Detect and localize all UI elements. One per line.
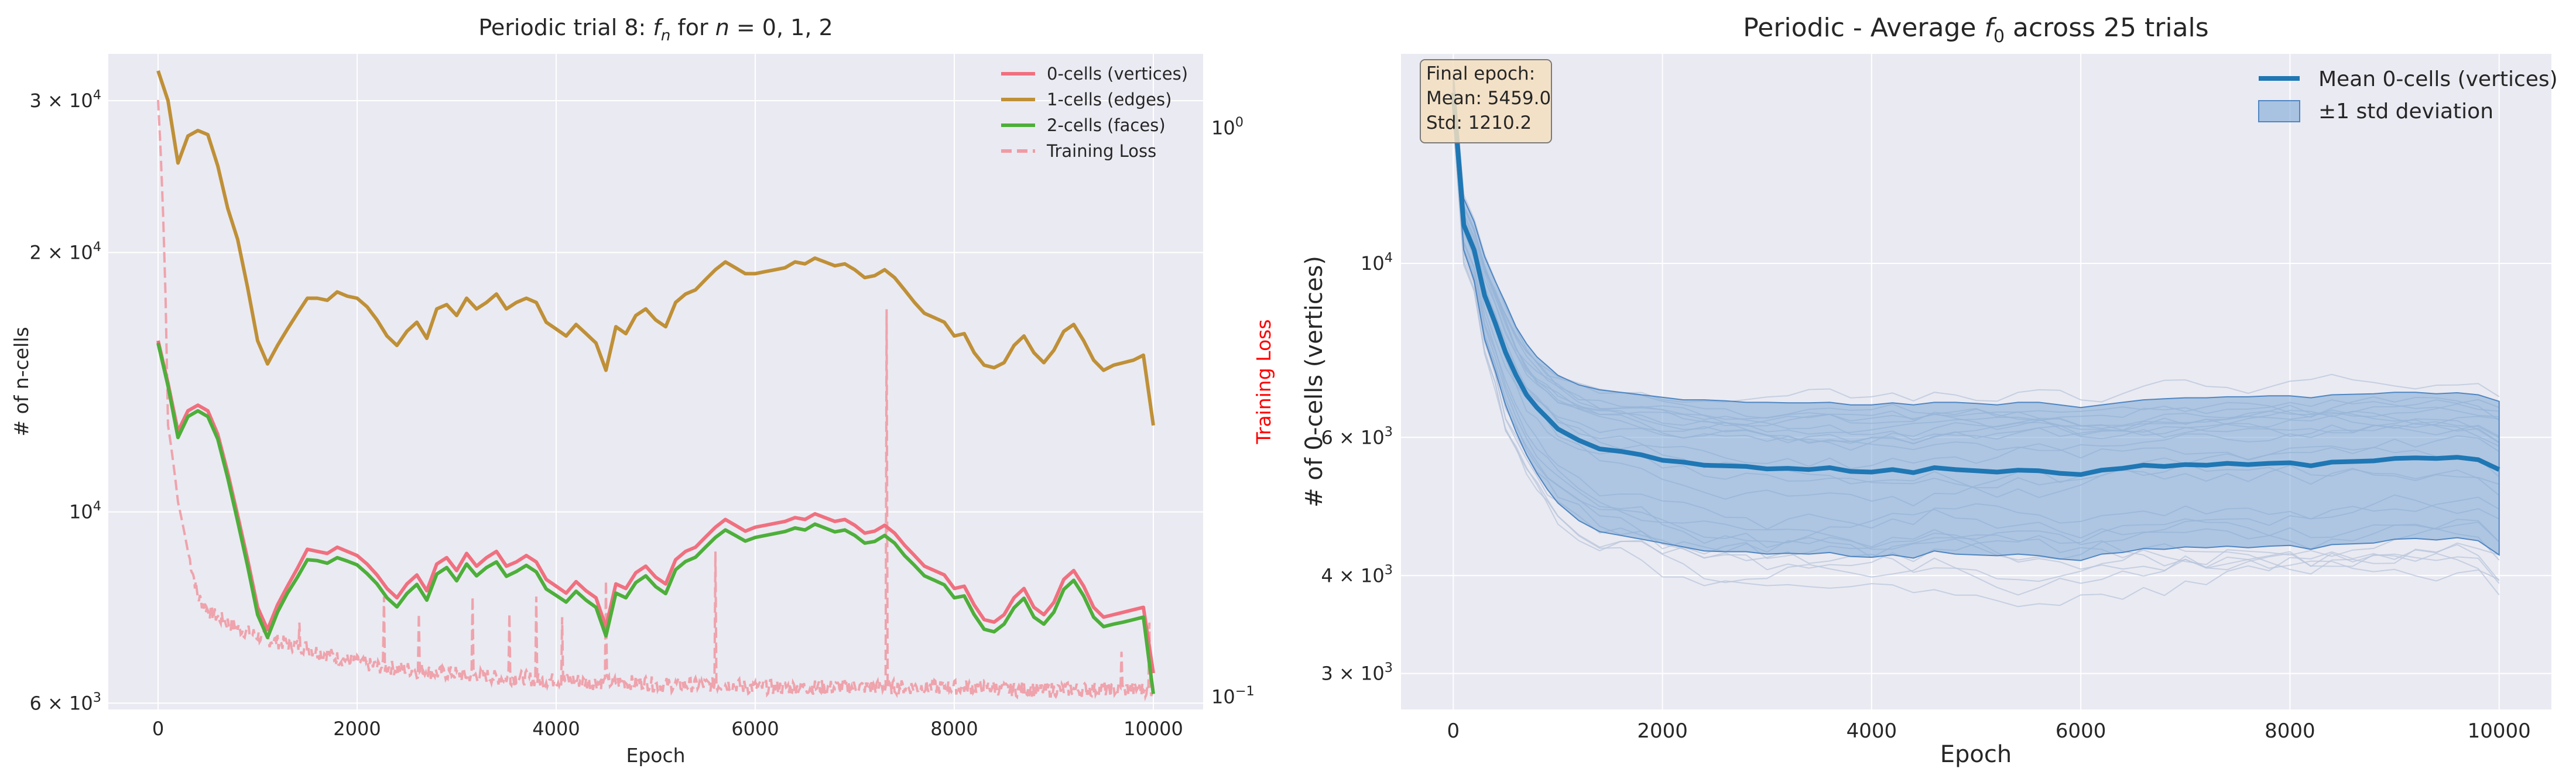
series-mean-vertices bbox=[1451, 92, 2500, 477]
average-y-tick-label: 104 bbox=[1361, 251, 1393, 275]
trial-y-tick-label: 2 × 104 bbox=[30, 239, 101, 263]
series-training-loss bbox=[157, 100, 1155, 702]
average-x-tick-label: 2000 bbox=[1637, 719, 1688, 743]
trial-x-tick-label: 8000 bbox=[930, 718, 978, 740]
average-y-tick-label: 6 × 103 bbox=[1321, 424, 1393, 448]
annotation-box bbox=[1420, 59, 1552, 143]
average-chart: 0 2000 4000 6000 8000 10000 3 × 103 4 × 103 6 ×… bbox=[1301, 13, 2558, 768]
average-plot-area bbox=[1401, 54, 2551, 709]
trial-x-tick-label: 2000 bbox=[333, 718, 381, 740]
series-faces bbox=[156, 342, 1155, 694]
legend-label-vertices: 0-cells (vertices) bbox=[1047, 64, 1188, 84]
trial-x-tick-label: 0 bbox=[152, 718, 164, 740]
trial-chart-title: Periodic trial 8: fn for n = 0, 1, 2 bbox=[478, 15, 833, 44]
average-chart-title: Periodic - Average f0 across 25 trials bbox=[1743, 13, 2208, 47]
average-x-tick-label: 8000 bbox=[2265, 719, 2315, 743]
legend-label-edges: 1-cells (edges) bbox=[1047, 90, 1171, 109]
trial-y-tick-label: 6 × 103 bbox=[30, 690, 101, 714]
average-x-tick-label: 6000 bbox=[2056, 719, 2106, 743]
legend-label-faces: 2-cells (faces) bbox=[1047, 115, 1166, 135]
trial-y-tick-label: 3 × 104 bbox=[30, 88, 101, 112]
trial-right-tick-label: 10−1 bbox=[1211, 684, 1255, 708]
trial-legend: 0-cells (vertices) 1-cells (edges) 2-cel… bbox=[1001, 64, 1188, 161]
trial-right-axis-label: Training Loss bbox=[1252, 319, 1275, 444]
final-epoch-annotation: Final epoch: Mean: 5459.0 Std: 1210.2 bbox=[1420, 59, 1552, 143]
average-x-tick-label: 4000 bbox=[1847, 719, 1897, 743]
series-edges bbox=[156, 70, 1155, 426]
trial-y-tick-label: 104 bbox=[69, 499, 101, 523]
std-band bbox=[1453, 73, 2500, 561]
legend-label-mean: Mean 0-cells (vertices) bbox=[2318, 67, 2558, 91]
annotation-line-3: Std: 1210.2 bbox=[1426, 112, 1532, 133]
legend-label-std: ±1 std deviation bbox=[2318, 100, 2493, 124]
average-y-tick-label: 3 × 103 bbox=[1321, 660, 1393, 684]
trial-x-tick-label: 6000 bbox=[731, 718, 779, 740]
trial-chart: 0 2000 4000 6000 8000 10000 6 × 103 104 2 × 104… bbox=[10, 15, 1275, 767]
series-vertices bbox=[156, 340, 1155, 674]
trial-x-axis-label: Epoch bbox=[626, 744, 685, 767]
average-x-tick-label: 10000 bbox=[2468, 719, 2531, 743]
legend-swatch-std bbox=[2258, 100, 2300, 122]
average-x-tick-label: 0 bbox=[1447, 719, 1460, 743]
trial-x-tick-label: 4000 bbox=[532, 718, 580, 740]
average-legend: Mean 0-cells (vertices) ±1 std deviation bbox=[2258, 67, 2558, 124]
trial-y-axis-label: # of n-cells bbox=[10, 327, 33, 436]
trial-curve bbox=[1453, 113, 2500, 582]
average-y-axis-label: # of 0-cells (vertices) bbox=[1301, 256, 1328, 507]
trial-right-tick-label: 100 bbox=[1211, 115, 1244, 139]
trial-curve bbox=[1453, 118, 2499, 608]
annotation-line-1: Final epoch: bbox=[1426, 63, 1535, 84]
average-y-tick-label: 4 × 103 bbox=[1321, 563, 1393, 586]
trial-x-tick-label: 10000 bbox=[1123, 718, 1183, 740]
average-x-axis-label: Epoch bbox=[1940, 741, 2012, 768]
legend-label-loss: Training Loss bbox=[1046, 141, 1156, 161]
annotation-line-2: Mean: 5459.0 bbox=[1426, 88, 1551, 109]
